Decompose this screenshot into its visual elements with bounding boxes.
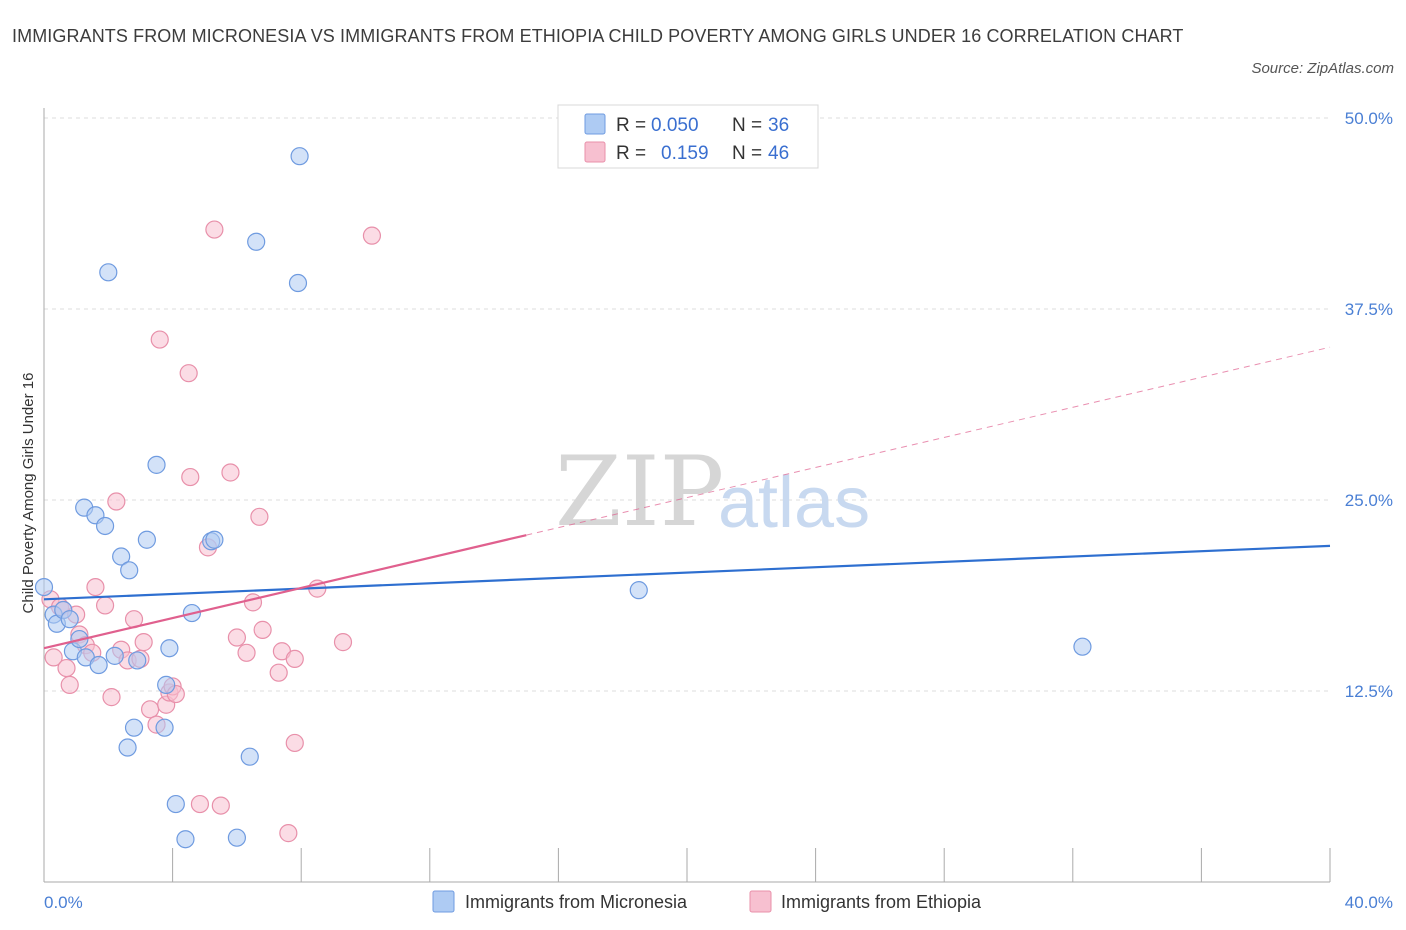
legend-n-label-micronesia: N = xyxy=(732,115,762,136)
micronesia-point xyxy=(60,610,79,629)
micronesia-point xyxy=(137,530,156,549)
ethiopia-point xyxy=(140,700,160,719)
micronesia-point xyxy=(105,646,124,665)
ethiopia-point xyxy=(279,824,298,843)
micronesia-point xyxy=(227,828,246,847)
y-axis-label: Child Poverty Among Girls Under 16 xyxy=(20,373,37,614)
micronesia-point xyxy=(124,718,144,737)
ethiopia-point xyxy=(86,577,105,597)
micronesia-point xyxy=(99,263,118,282)
ethiopia-point xyxy=(243,593,263,612)
x-tick-label-1: 40.0% xyxy=(1345,893,1393,912)
y-tick-label-37-5: 37.5% xyxy=(1345,300,1393,319)
trend-lines xyxy=(43,346,1331,650)
series-legend: Immigrants from Micronesia Immigrants fr… xyxy=(432,890,982,913)
ethiopia-point xyxy=(107,492,126,511)
micronesia-point xyxy=(157,675,176,694)
ethiopia-point xyxy=(190,794,210,814)
micronesia-point xyxy=(160,639,179,658)
stats-legend: R = 0.050 N = 36 R = 0.159 N = 46 xyxy=(557,104,819,169)
ethiopia-point xyxy=(227,628,246,647)
micronesia-point xyxy=(95,516,115,536)
grid-lines xyxy=(44,117,1330,692)
legend-n-label-ethiopia: N = xyxy=(732,143,762,164)
micronesia-point xyxy=(120,561,139,580)
micronesia-point xyxy=(112,547,131,566)
watermark-zip-text: ZIP xyxy=(555,436,724,548)
tick-labels: 0.0% 40.0% 12.5% 25.0% 37.5% 50.0% xyxy=(44,109,1393,912)
series-legend-label-ethiopia: Immigrants from Ethiopia xyxy=(781,892,982,912)
ethiopia-point xyxy=(44,648,63,667)
micronesia-point xyxy=(290,147,309,166)
ethiopia-point xyxy=(285,649,304,669)
series-legend-swatch-micronesia xyxy=(432,890,455,913)
scatter-points xyxy=(34,147,1092,849)
ethiopia-point xyxy=(150,330,169,349)
ethiopia-point xyxy=(362,226,382,245)
series-legend-swatch-ethiopia xyxy=(749,890,772,913)
ethiopia-trend-line-extension xyxy=(526,346,1331,536)
ethiopia-point xyxy=(102,688,121,707)
micronesia-point xyxy=(147,455,166,474)
micronesia-point xyxy=(1073,637,1092,656)
micronesia-point xyxy=(118,738,137,757)
y-tick-label-50: 50.0% xyxy=(1345,109,1393,128)
ethiopia-point xyxy=(253,620,272,639)
micronesia-point xyxy=(155,718,174,737)
micronesia-point xyxy=(205,530,224,549)
legend-n-value-ethiopia: 46 xyxy=(768,143,789,164)
series-legend-label-micronesia: Immigrants from Micronesia xyxy=(465,892,688,912)
micronesia-point xyxy=(34,577,54,597)
micronesia-point xyxy=(247,232,266,251)
ethiopia-point xyxy=(211,796,230,815)
micronesia-point xyxy=(166,794,185,814)
micronesia-trend-line xyxy=(43,544,1331,601)
y-tick-label-12-5: 12.5% xyxy=(1345,682,1393,701)
legend-r-value-micronesia: 0.050 xyxy=(651,115,699,136)
ethiopia-point xyxy=(60,675,79,694)
legend-swatch-ethiopia xyxy=(584,141,606,163)
ethiopia-trend-line xyxy=(43,534,527,650)
ethiopia-point xyxy=(179,364,198,383)
micronesia-point xyxy=(176,830,195,849)
micronesia-point xyxy=(89,655,108,675)
legend-r-label-micronesia: R = xyxy=(616,115,646,136)
watermark-atlas-text: atlas xyxy=(718,463,870,543)
legend-r-label-ethiopia: R = xyxy=(616,143,646,164)
legend-n-value-micronesia: 36 xyxy=(768,115,789,136)
ethiopia-point xyxy=(134,633,153,652)
y-tick-label-25: 25.0% xyxy=(1345,491,1393,510)
micronesia-point xyxy=(240,747,259,766)
legend-r-value-ethiopia: 0.159 xyxy=(661,143,709,164)
legend-swatch-micronesia xyxy=(584,113,606,135)
ethiopia-point xyxy=(333,633,353,652)
axes xyxy=(43,108,1331,883)
ethiopia-point xyxy=(285,733,304,753)
x-tick-label-0: 0.0% xyxy=(44,893,83,912)
source-label: Source: ZipAtlas.com xyxy=(1251,60,1394,77)
ethiopia-point xyxy=(57,658,76,678)
ethiopia-point xyxy=(237,643,256,662)
ethiopia-point xyxy=(221,463,240,482)
ethiopia-point xyxy=(250,507,269,526)
ethiopia-point xyxy=(95,596,115,615)
watermark: ZIP atlas xyxy=(555,436,870,548)
micronesia-point xyxy=(288,273,308,293)
micronesia-point xyxy=(128,651,147,670)
ethiopia-point xyxy=(205,220,224,239)
ethiopia-point xyxy=(269,663,288,682)
chart-title: IMMIGRANTS FROM MICRONESIA VS IMMIGRANTS… xyxy=(12,26,1184,46)
micronesia-point xyxy=(629,581,648,600)
ethiopia-point xyxy=(181,467,200,487)
